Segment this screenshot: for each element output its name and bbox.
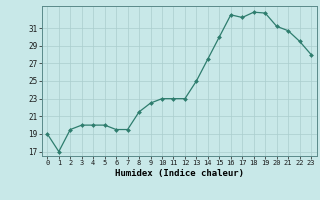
X-axis label: Humidex (Indice chaleur): Humidex (Indice chaleur)	[115, 169, 244, 178]
